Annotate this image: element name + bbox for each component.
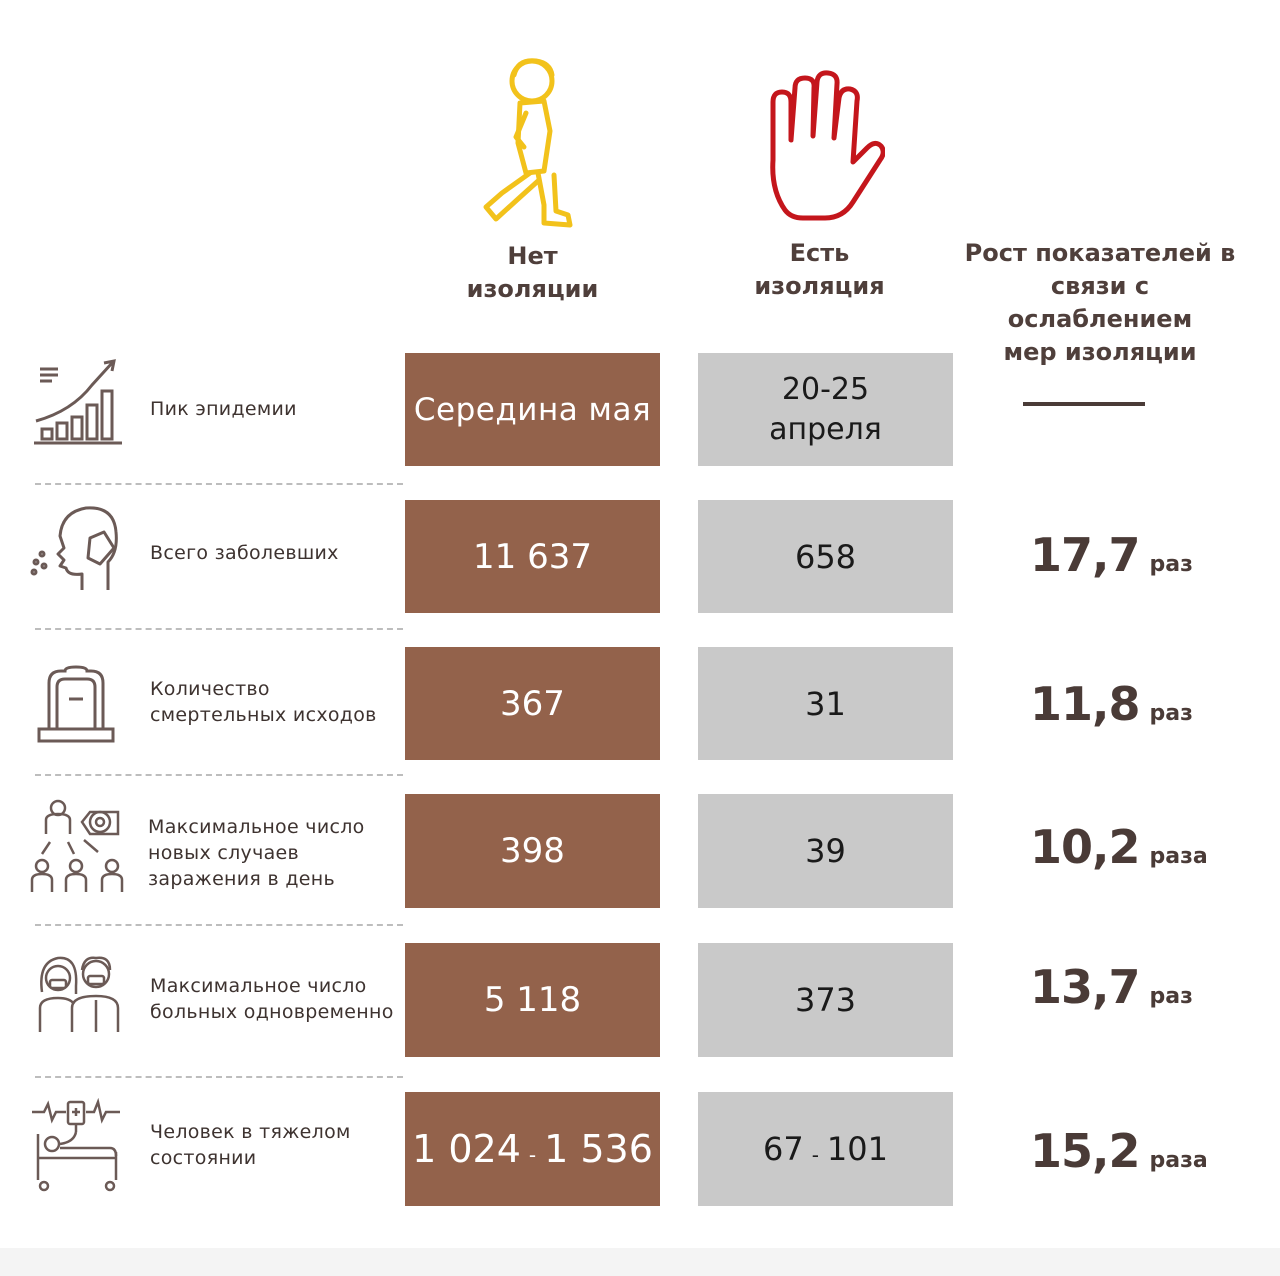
ratio-number: 15,2: [1030, 1124, 1140, 1178]
ratio-number: 10,2: [1030, 820, 1140, 874]
header-growth-line-2: связи с ослаблением: [1007, 272, 1193, 333]
growth-ratio-max-simultaneous: 13,7 раз: [1030, 960, 1250, 1014]
header-isolation: Есть изоляция: [732, 237, 907, 303]
growth-dash-peak: [1023, 402, 1145, 406]
growth-ratio-max-daily: 10,2 раза: [1030, 820, 1250, 874]
value-text: 5 118: [483, 980, 582, 1020]
row-label-total-cases: Всего заболевших: [150, 540, 410, 566]
growth-ratio-deaths: 11,8 раз: [1030, 677, 1250, 731]
range-from: 1 024: [412, 1127, 521, 1171]
label-line: Максимальное число: [148, 816, 365, 838]
row-label-deaths: Количество смертельных исходов: [150, 676, 410, 728]
growth-ratio-total-cases: 17,7 раз: [1030, 528, 1250, 582]
isolation-value-max-simultaneous: 373: [698, 943, 953, 1057]
coughing-person-icon: [30, 506, 118, 590]
header-growth-line-3: мер изоляции: [1003, 338, 1197, 366]
range-to: 101: [826, 1130, 888, 1168]
row-divider: [35, 924, 403, 926]
header-growth: Рост показателей в связи с ослаблением м…: [955, 237, 1245, 369]
header-no-isolation-line-2: изоляции: [466, 275, 599, 303]
ratio-number: 11,8: [1030, 677, 1140, 731]
value-text: 39: [805, 832, 846, 870]
row-label-max-daily: Максимальное число новых случаев заражен…: [148, 814, 408, 892]
isolation-value-total-cases: 658: [698, 500, 953, 613]
label-line: новых случаев: [148, 842, 300, 864]
range-separator: -: [811, 1143, 819, 1167]
gravestone-icon: [37, 665, 115, 743]
ratio-unit: раз: [1149, 984, 1193, 1009]
isolation-value-deaths: 31: [698, 647, 953, 760]
header-growth-line-1: Рост показателей в: [964, 239, 1236, 267]
range-from: 67: [762, 1130, 804, 1168]
no-isolation-value-max-daily: 398: [405, 794, 660, 908]
row-divider: [35, 1076, 403, 1078]
ratio-unit: раза: [1149, 844, 1208, 869]
header-isolation-line-2: изоляция: [754, 272, 885, 300]
range-separator: -: [528, 1143, 537, 1167]
label-line: Пик эпидемии: [150, 398, 297, 420]
label-line: состоянии: [150, 1147, 257, 1169]
value-text: 373: [794, 981, 857, 1019]
virus-spread-icon: [30, 799, 124, 892]
ratio-unit: раз: [1149, 701, 1193, 726]
no-isolation-value-severe: 1 024 - 1 536: [405, 1092, 660, 1206]
isolation-value-max-daily: 39: [698, 794, 953, 908]
value-text: 367: [500, 683, 565, 724]
growth-ratio-severe: 15,2 раза: [1030, 1124, 1250, 1178]
label-line: заражения в день: [148, 868, 335, 890]
row-divider: [35, 628, 403, 630]
row-divider: [35, 774, 403, 776]
no-isolation-value-max-simultaneous: 5 118: [405, 943, 660, 1057]
isolation-value-severe: 67 - 101: [698, 1092, 953, 1206]
row-label-max-simultaneous: Максимальное число больных одновременно: [150, 973, 410, 1025]
label-line: Количество: [150, 678, 270, 700]
isolation-value-peak: 20-25 апреля: [698, 353, 953, 466]
ratio-unit: раза: [1149, 1148, 1208, 1173]
header-no-isolation: Нет изоляции: [445, 240, 620, 306]
no-isolation-value-peak: Середина мая: [405, 353, 660, 466]
header-no-isolation-line-1: Нет: [507, 242, 558, 270]
label-line: Максимальное число: [150, 975, 367, 997]
value-text: 11 637: [473, 536, 592, 577]
bottom-strip: [0, 1248, 1280, 1276]
no-isolation-value-deaths: 367: [405, 647, 660, 760]
value-line-2: апреля: [769, 411, 882, 447]
ratio-number: 17,7: [1030, 528, 1140, 582]
value-text: 398: [500, 831, 565, 871]
row-label-severe: Человек в тяжелом состоянии: [150, 1119, 410, 1171]
value-line-1: 20-25: [781, 371, 870, 407]
walking-child-icon: [483, 58, 573, 228]
ratio-unit: раз: [1149, 552, 1193, 577]
ratio-number: 13,7: [1030, 960, 1140, 1014]
label-line: смертельных исходов: [150, 704, 377, 726]
value-text: 31: [805, 684, 846, 723]
value-text: 658: [794, 537, 857, 576]
stop-hand-icon: [770, 70, 885, 221]
row-label-peak: Пик эпидемии: [150, 396, 410, 422]
hospital-bed-icon: [32, 1098, 120, 1192]
masked-people-icon: [38, 956, 120, 1032]
growth-chart-icon: [34, 359, 122, 445]
range-to: 1 536: [544, 1127, 653, 1171]
row-divider: [35, 483, 403, 485]
value-text: Середина мая: [413, 391, 652, 428]
header-isolation-line-1: Есть: [789, 239, 850, 267]
label-line: Всего заболевших: [150, 542, 339, 564]
label-line: больных одновременно: [150, 1001, 394, 1023]
no-isolation-value-total-cases: 11 637: [405, 500, 660, 613]
label-line: Человек в тяжелом: [150, 1121, 351, 1143]
